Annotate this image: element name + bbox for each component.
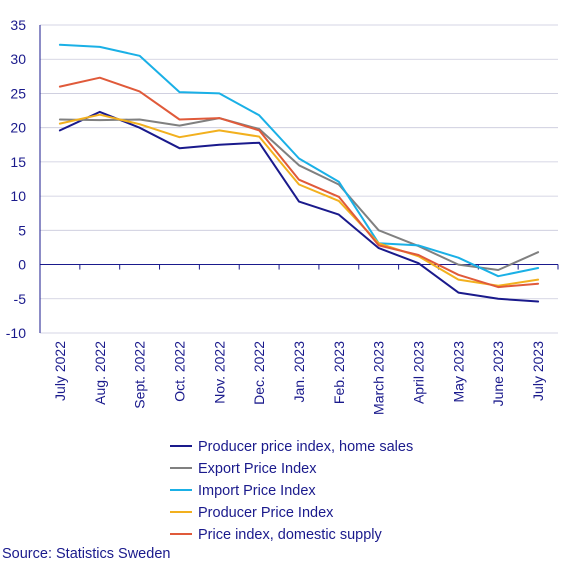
y-tick-label: 30: [10, 51, 26, 67]
x-tick-label: July 2022: [52, 341, 68, 401]
series-line: [58, 117, 540, 271]
x-tick-label: Nov. 2022: [211, 341, 227, 404]
legend-label: Import Price Index: [198, 483, 316, 499]
series-line: [58, 76, 540, 289]
x-tick-label: Dec. 2022: [251, 341, 267, 405]
y-tick-label: 35: [10, 17, 26, 33]
y-tick-label: 15: [10, 154, 26, 170]
x-tick-label: April 2023: [411, 341, 427, 404]
x-tick-label: Sept. 2022: [132, 341, 148, 409]
y-tick-label: 10: [10, 188, 26, 204]
series-line: [58, 43, 540, 278]
y-tick-label: -10: [6, 325, 26, 341]
y-axis-tick-labels: 35 30 25 20 15 10 5 0 -5 -10: [6, 17, 26, 341]
series-line: [58, 113, 540, 287]
series-lines: [58, 43, 540, 303]
legend-label: Export Price Index: [198, 461, 317, 477]
x-axis-tick-labels: July 2022 Aug. 2022 Sept. 2022 Oct. 2022 Nov…: [52, 341, 546, 415]
x-tick-label: Oct. 2022: [171, 341, 187, 402]
x-tick-label: Aug. 2022: [92, 341, 108, 405]
gridlines: [40, 24, 558, 334]
y-tick-label: -5: [14, 291, 27, 307]
legend-label: Price index, domestic supply: [198, 527, 382, 543]
x-tick-label: March 2023: [371, 341, 387, 415]
x-tick-label: July 2023: [530, 341, 546, 401]
x-tick-label: Feb. 2023: [331, 341, 347, 404]
legend: Producer price index, home sales Export P…: [170, 439, 413, 543]
legend-label: Producer Price Index: [198, 505, 334, 521]
legend-label: Producer price index, home sales: [198, 439, 413, 455]
y-tick-label: 0: [18, 257, 26, 273]
y-tick-label: 20: [10, 120, 26, 136]
x-tick-label: May 2023: [450, 341, 466, 403]
y-tick-label: 5: [18, 222, 26, 238]
source-note: Source: Statistics Sweden: [2, 546, 171, 562]
series-line: [58, 110, 540, 303]
x-tick-label: Jan. 2023: [291, 341, 307, 403]
y-tick-label: 25: [10, 85, 26, 101]
x-tick-label: June 2023: [490, 341, 506, 407]
